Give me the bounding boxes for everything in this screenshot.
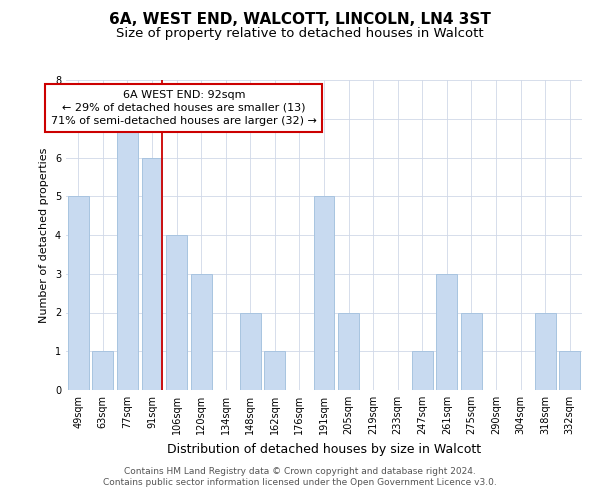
Text: Size of property relative to detached houses in Walcott: Size of property relative to detached ho…	[116, 28, 484, 40]
Bar	[338, 312, 359, 390]
Bar	[191, 274, 212, 390]
Bar	[461, 312, 482, 390]
Bar	[166, 235, 187, 390]
Text: Contains public sector information licensed under the Open Government Licence v3: Contains public sector information licen…	[103, 478, 497, 487]
Y-axis label: Number of detached properties: Number of detached properties	[40, 148, 49, 322]
X-axis label: Distribution of detached houses by size in Walcott: Distribution of detached houses by size …	[167, 442, 481, 456]
Bar	[412, 351, 433, 390]
Bar	[436, 274, 457, 390]
Bar	[265, 351, 286, 390]
Bar	[535, 312, 556, 390]
Bar	[92, 351, 113, 390]
Bar	[142, 158, 163, 390]
Text: 6A WEST END: 92sqm
← 29% of detached houses are smaller (13)
71% of semi-detache: 6A WEST END: 92sqm ← 29% of detached hou…	[51, 90, 317, 126]
Bar	[314, 196, 334, 390]
Text: 6A, WEST END, WALCOTT, LINCOLN, LN4 3ST: 6A, WEST END, WALCOTT, LINCOLN, LN4 3ST	[109, 12, 491, 28]
Bar	[240, 312, 261, 390]
Text: Contains HM Land Registry data © Crown copyright and database right 2024.: Contains HM Land Registry data © Crown c…	[124, 467, 476, 476]
Bar	[117, 118, 138, 390]
Bar	[559, 351, 580, 390]
Bar	[68, 196, 89, 390]
